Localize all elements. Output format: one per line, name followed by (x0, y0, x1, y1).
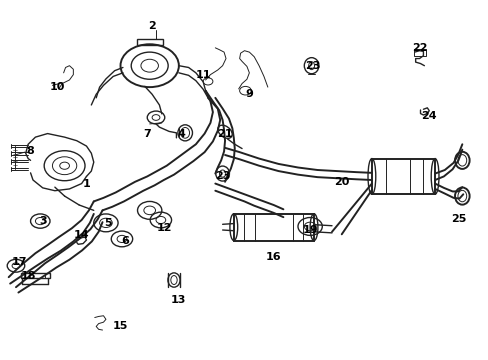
Text: 3: 3 (39, 216, 46, 226)
Text: 2: 2 (148, 21, 156, 31)
Text: 16: 16 (265, 252, 281, 262)
Text: 25: 25 (450, 214, 465, 224)
Text: 18: 18 (20, 271, 36, 282)
Bar (371, 158, 434, 194)
Bar (21, 273, 50, 278)
Text: 12: 12 (156, 223, 172, 233)
Text: 22: 22 (411, 43, 427, 53)
Text: 19: 19 (302, 225, 317, 235)
Text: 20: 20 (333, 177, 349, 187)
Text: 4: 4 (177, 129, 185, 139)
Text: 23: 23 (215, 171, 230, 181)
Text: 14: 14 (74, 230, 89, 240)
Text: 11: 11 (195, 69, 210, 80)
Text: 7: 7 (143, 129, 151, 139)
Text: 5: 5 (104, 218, 112, 228)
Text: 8: 8 (27, 147, 34, 157)
Bar (136, 39, 163, 45)
Text: 13: 13 (171, 295, 186, 305)
Bar (413, 49, 425, 56)
Text: 23: 23 (304, 61, 320, 71)
Text: 24: 24 (421, 111, 436, 121)
Text: 1: 1 (82, 179, 90, 189)
Text: 10: 10 (49, 82, 65, 92)
Text: 6: 6 (121, 236, 129, 246)
Bar (233, 214, 313, 241)
Text: 21: 21 (217, 129, 232, 139)
Text: 17: 17 (12, 257, 27, 267)
Text: 15: 15 (113, 321, 128, 332)
Text: 9: 9 (245, 89, 253, 99)
